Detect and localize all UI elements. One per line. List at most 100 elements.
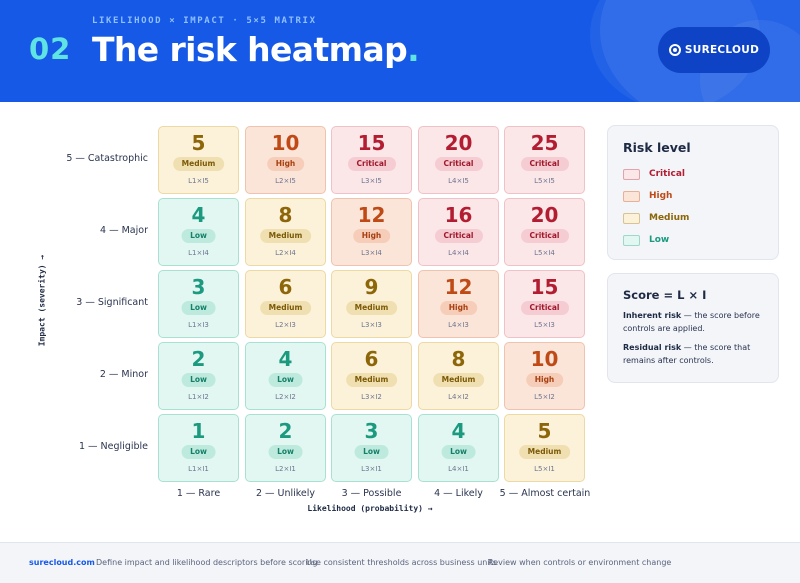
risk-cell[interactable]: 15 Critical L3×I5 — [331, 126, 412, 194]
risk-score: 12 — [444, 275, 473, 299]
risk-cell[interactable]: 3 Low L1×I3 — [158, 270, 239, 338]
risk-cell[interactable]: 2 Low L2×I1 — [245, 414, 326, 482]
risk-cell[interactable]: 1 Low L1×I1 — [158, 414, 239, 482]
footer-site-link[interactable]: surecloud.com — [29, 558, 95, 567]
risk-score: 4 — [191, 203, 206, 227]
legend-label: Medium — [649, 213, 690, 223]
row-label: 1 — Negligible — [78, 441, 148, 452]
cell-code: L1×I1 — [188, 465, 209, 473]
risk-level-badge: Low — [181, 301, 216, 315]
risk-score: 3 — [364, 419, 379, 443]
page-title-dot: . — [407, 30, 420, 69]
cell-code: L5×I5 — [534, 177, 555, 185]
risk-cell[interactable]: 6 Medium L3×I2 — [331, 342, 412, 410]
residual-risk-note: Residual risk — the score that remains a… — [623, 342, 773, 367]
risk-level-badge: Low — [181, 229, 216, 243]
inherent-risk-note: Inherent risk — the score before control… — [623, 310, 773, 335]
risk-cell[interactable]: 12 High L3×I4 — [331, 198, 412, 266]
cell-code: L4×I1 — [448, 465, 469, 473]
risk-level-badge: Low — [181, 373, 216, 387]
cell-code: L1×I3 — [188, 321, 209, 329]
risk-level-badge: Critical — [347, 157, 396, 171]
row-label: 2 — Minor — [99, 369, 148, 380]
risk-score: 10 — [271, 131, 300, 155]
column-label: 3 — Possible — [341, 488, 402, 499]
risk-level-badge: Critical — [520, 229, 569, 243]
eyebrow-text: LIKELIHOOD × IMPACT · 5×5 MATRIX — [92, 16, 317, 26]
legend-item-low: Low — [623, 233, 669, 247]
cell-code: L2×I2 — [275, 393, 296, 401]
risk-cell[interactable]: 12 High L4×I3 — [418, 270, 499, 338]
risk-score: 1 — [191, 419, 206, 443]
risk-score: 15 — [357, 131, 386, 155]
risk-level-badge: High — [266, 157, 305, 171]
risk-score: 6 — [278, 275, 293, 299]
cell-code: L4×I4 — [448, 249, 469, 257]
risk-level-badge: Low — [268, 373, 303, 387]
risk-score: 10 — [530, 347, 559, 371]
risk-level-badge: Medium — [518, 445, 571, 459]
risk-level-badge: Medium — [345, 301, 398, 315]
brand-name: SURECLOUD — [684, 44, 760, 56]
brand-logo[interactable]: SURECLOUD — [658, 27, 770, 73]
row-label: 5 — Catastrophic — [66, 153, 148, 164]
legend-label: Low — [649, 235, 670, 245]
cell-code: L2×I4 — [275, 249, 296, 257]
risk-score: 3 — [191, 275, 206, 299]
risk-cell[interactable]: 5 Medium L1×I5 — [158, 126, 239, 194]
legend-item-high: High — [623, 189, 672, 203]
risk-level-badge: Medium — [172, 157, 225, 171]
risk-cell[interactable]: 4 Low L1×I4 — [158, 198, 239, 266]
risk-level-legend: Risk level Critical High Medium Low — [607, 125, 779, 260]
risk-cell[interactable]: 20 Critical L5×I4 — [504, 198, 585, 266]
risk-cell[interactable]: 6 Medium L2×I3 — [245, 270, 326, 338]
risk-level-badge: Critical — [434, 157, 483, 171]
risk-score: 8 — [278, 203, 293, 227]
risk-level-badge: Medium — [259, 229, 312, 243]
risk-cell[interactable]: 3 Low L3×I1 — [331, 414, 412, 482]
risk-score: 4 — [451, 419, 466, 443]
risk-level-badge: Critical — [520, 157, 569, 171]
risk-level-badge: High — [439, 301, 478, 315]
risk-level-badge: Low — [268, 445, 303, 459]
risk-cell[interactable]: 9 Medium L3×I3 — [331, 270, 412, 338]
risk-cell[interactable]: 10 High L5×I2 — [504, 342, 585, 410]
x-axis-title: Likelihood (probability) → — [307, 504, 433, 513]
risk-score: 20 — [530, 203, 559, 227]
page-title: The risk heatmap. — [92, 30, 420, 69]
risk-score: 12 — [357, 203, 386, 227]
cell-code: L3×I2 — [361, 393, 382, 401]
risk-cell[interactable]: 25 Critical L5×I5 — [504, 126, 585, 194]
residual-risk-term: Residual risk — [623, 343, 682, 352]
risk-level-badge: Low — [441, 445, 476, 459]
inherent-risk-term: Inherent risk — [623, 311, 682, 320]
cell-code: L4×I5 — [448, 177, 469, 185]
header-banner: LIKELIHOOD × IMPACT · 5×5 MATRIX 02 The … — [0, 0, 800, 102]
section-number: 02 — [29, 32, 72, 66]
risk-cell[interactable]: 4 Low L2×I2 — [245, 342, 326, 410]
risk-level-badge: Medium — [259, 301, 312, 315]
cell-code: L4×I3 — [448, 321, 469, 329]
risk-cell[interactable]: 8 Medium L2×I4 — [245, 198, 326, 266]
risk-cell[interactable]: 8 Medium L4×I2 — [418, 342, 499, 410]
formula-title: Score = L × I — [623, 288, 707, 302]
risk-cell[interactable]: 2 Low L1×I2 — [158, 342, 239, 410]
row-label: 3 — Significant — [76, 297, 148, 308]
legend-swatch — [623, 168, 640, 180]
residual-risk-text: — the score that remains after controls. — [623, 343, 751, 365]
column-label: 4 — Likely — [434, 488, 483, 499]
risk-score: 6 — [364, 347, 379, 371]
risk-level-badge: High — [525, 373, 564, 387]
page-title-text: The risk heatmap — [92, 30, 408, 69]
risk-cell[interactable]: 16 Critical L4×I4 — [418, 198, 499, 266]
cell-code: L3×I1 — [361, 465, 382, 473]
row-label: 4 — Major — [100, 225, 148, 236]
cell-code: L2×I3 — [275, 321, 296, 329]
cell-code: L4×I2 — [448, 393, 469, 401]
risk-cell[interactable]: 15 Critical L5×I3 — [504, 270, 585, 338]
risk-cell[interactable]: 5 Medium L5×I1 — [504, 414, 585, 482]
risk-cell[interactable]: 10 High L2×I5 — [245, 126, 326, 194]
cell-code: L5×I1 — [534, 465, 555, 473]
risk-cell[interactable]: 20 Critical L4×I5 — [418, 126, 499, 194]
risk-cell[interactable]: 4 Low L4×I1 — [418, 414, 499, 482]
